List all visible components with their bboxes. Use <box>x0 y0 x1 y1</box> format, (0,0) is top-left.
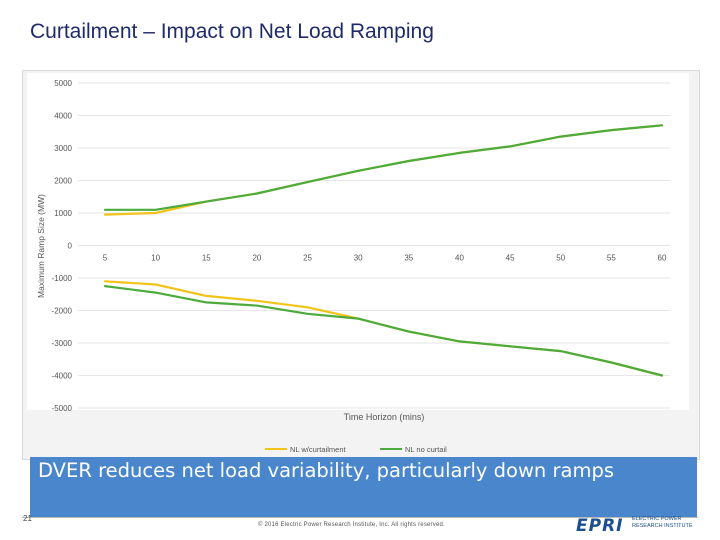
y-tick-label: -2000 <box>52 307 73 316</box>
page-number: 21 <box>23 514 32 523</box>
x-axis-title: Time Horizon (mins) <box>344 412 425 422</box>
series-line <box>103 285 664 377</box>
epri-logo: EPRI ELECTRIC POWER RESEARCH INSTITUTE <box>574 514 704 536</box>
logo-mark: EPRI <box>576 516 624 536</box>
y-tick-label: 2000 <box>54 177 72 186</box>
x-tick-label: 55 <box>607 254 616 263</box>
series-line <box>103 124 664 216</box>
x-tick-label: 35 <box>404 254 413 263</box>
y-tick-label: 0 <box>68 242 73 251</box>
y-tick-label: 5000 <box>54 79 72 88</box>
slide-title: Curtailment – Impact on Net Load Ramping <box>30 20 434 43</box>
x-tick-label: 5 <box>103 254 108 263</box>
y-tick-label: 3000 <box>54 144 72 153</box>
x-tick-label: 40 <box>455 254 464 263</box>
y-tick-label: 4000 <box>54 112 72 121</box>
copyright-notice: © 2016 Electric Power Research Institute… <box>258 522 445 528</box>
y-tick-label: -1000 <box>52 274 73 283</box>
y-tick-label: -3000 <box>52 339 73 348</box>
x-tick-label: 30 <box>354 254 363 263</box>
footer-divider <box>22 517 698 518</box>
legend-label: NL no curtail <box>405 445 447 454</box>
x-tick-label: 15 <box>202 254 211 263</box>
logo-tagline-line1: ELECTRIC POWER <box>632 516 682 522</box>
series-line <box>103 124 664 211</box>
logo-tagline: ELECTRIC POWER RESEARCH INSTITUTE <box>632 516 702 530</box>
legend-label: NL w/curtailment <box>290 445 346 454</box>
x-tick-label: 25 <box>303 254 312 263</box>
plot-area <box>27 73 689 410</box>
x-tick-label: 10 <box>151 254 160 263</box>
x-tick-label: 60 <box>658 254 667 263</box>
series-line <box>103 280 664 377</box>
y-tick-label: -4000 <box>52 372 73 381</box>
x-tick-label: 20 <box>252 254 261 263</box>
x-tick-label: 45 <box>506 254 515 263</box>
y-tick-label: 1000 <box>54 209 72 218</box>
logo-tagline-line2: RESEARCH INSTITUTE <box>632 523 693 529</box>
callout-banner: DVER reduces net load variability, parti… <box>30 457 697 517</box>
y-tick-label: -5000 <box>52 404 73 413</box>
y-axis-title: Maximum Ramp Size (MW) <box>36 194 46 298</box>
x-tick-label: 50 <box>556 254 565 263</box>
